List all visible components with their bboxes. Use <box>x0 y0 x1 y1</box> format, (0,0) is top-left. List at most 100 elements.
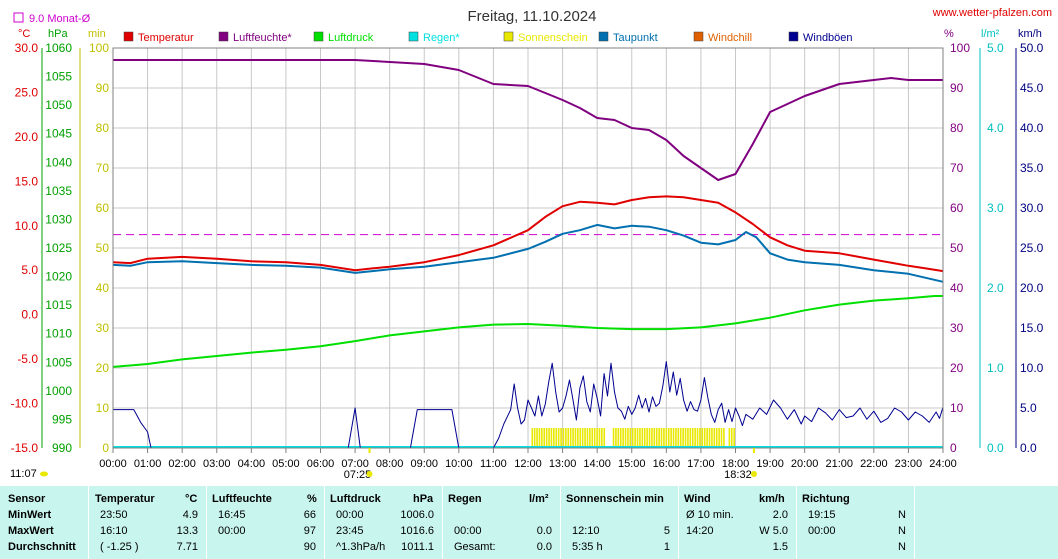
stat-ld_time: 23:45 <box>336 525 364 537</box>
x-tick: 21:00 <box>825 458 853 470</box>
x-tick: 05:00 <box>272 458 300 470</box>
pressure-tick: 995 <box>52 412 72 426</box>
x-tick: 14:00 <box>583 458 611 470</box>
sunshine-bar <box>641 428 644 448</box>
legend: Temperatur Luftfeuchte* Luftdruck Regen* Son… <box>123 31 853 44</box>
pct-tick: 80 <box>950 121 964 135</box>
pct-tick: 40 <box>950 281 964 295</box>
min-tick: 40 <box>96 281 110 295</box>
sunshine-bar <box>550 428 553 448</box>
stat-dir_time: 00:00 <box>808 525 836 537</box>
sunshine-bar <box>670 428 672 448</box>
pressure-tick: 1060 <box>45 41 72 55</box>
pct-tick: 10 <box>950 401 964 415</box>
stat-temp_val: 13.3 <box>176 525 198 537</box>
pct-tick: 90 <box>950 81 964 95</box>
series-temperatur <box>112 195 944 273</box>
time-left: 11:07 <box>10 468 37 480</box>
sunshine-bar <box>675 428 677 448</box>
stat-ld_time: ^1.3hPa/h <box>336 541 386 553</box>
rain-unit: l/m² <box>981 28 1000 40</box>
sunrise-icon <box>366 471 373 477</box>
sunshine-bar <box>639 428 641 448</box>
sunshine-bar <box>655 428 658 448</box>
axes: 30.0 25.0 20.0 15.0 10.0 5.0 0.0 -5.0 -10.0 -15.0… <box>11 41 1044 470</box>
stat-dir_val: N <box>898 541 906 553</box>
stat-label: Durchschnitt <box>8 541 76 553</box>
hdr-regen: Regen <box>448 493 482 505</box>
x-tick: 07:00 <box>341 458 369 470</box>
sunshine-bar <box>615 428 617 448</box>
pressure-tick: 1015 <box>45 298 72 312</box>
sunshine-bar <box>694 428 696 448</box>
sunshine-bar <box>631 428 634 448</box>
min-tick: 30 <box>96 321 110 335</box>
statistics-table: Sensor Temperatur °C Luftfeuchte % Luftd… <box>0 486 1058 559</box>
sunshine-bar <box>543 428 546 448</box>
sunshine-bar <box>598 428 601 448</box>
stat-temp_val: 4.9 <box>182 509 198 521</box>
sunshine-bar <box>567 428 570 448</box>
stat-dir_time: 19:15 <box>808 509 836 521</box>
stat-regen_val: 0.0 <box>536 525 552 537</box>
sunshine-bar <box>679 428 682 448</box>
col-divider <box>206 486 207 559</box>
hdr-wind-unit: km/h <box>759 493 785 505</box>
site-link[interactable]: www.wetter-pfalzen.com <box>932 7 1052 19</box>
x-tick: 20:00 <box>791 458 819 470</box>
wind-tick: 45.0 <box>1020 81 1044 95</box>
x-tick: 23:00 <box>895 458 923 470</box>
x-tick: 19:00 <box>756 458 784 470</box>
temp-tick: -5.0 <box>17 352 38 366</box>
sunset-time: 18:32 <box>724 469 752 481</box>
legend-label: Taupunkt <box>613 32 658 44</box>
sunshine-bar <box>691 428 694 448</box>
stat-regen_val: 0.0 <box>536 541 552 553</box>
wind-tick: 35.0 <box>1020 161 1044 175</box>
wind-tick: 10.0 <box>1020 361 1044 375</box>
hdr-sonnenschein: Sonnenschein min <box>566 493 664 505</box>
pct-tick: 60 <box>950 201 964 215</box>
x-tick: 04:00 <box>238 458 266 470</box>
hdr-wind: Wind <box>684 493 711 505</box>
rain-tick: 0.0 <box>987 441 1004 455</box>
series-luftfeuchte <box>113 59 943 181</box>
stat-ld_val: 1006.0 <box>400 509 434 521</box>
sunshine-bar <box>579 428 582 448</box>
sunshine-bar <box>629 428 632 448</box>
hdr-richtung: Richtung <box>802 493 850 505</box>
x-tick: 22:00 <box>860 458 888 470</box>
temp-tick: 30.0 <box>15 41 39 55</box>
monat-label: 9.0 Monat-Ø <box>29 13 91 25</box>
col-divider <box>914 486 915 559</box>
pressure-tick: 1025 <box>45 241 72 255</box>
rain-tick: 1.0 <box>987 361 1004 375</box>
chart-title: Freitag, 11.10.2024 <box>468 8 597 25</box>
sunshine-bar <box>682 428 684 448</box>
sunshine-bar <box>557 428 560 448</box>
stat-sonne_val: 1 <box>663 541 670 553</box>
sunshine-bar <box>572 428 574 448</box>
monat-checkbox[interactable] <box>13 12 24 23</box>
sunshine-bar <box>562 428 565 448</box>
hdr-luftfeuchte: Luftfeuchte <box>212 493 272 505</box>
pressure-tick: 1020 <box>45 270 72 284</box>
sunshine-bar <box>601 428 603 448</box>
sunshine-bar <box>663 428 665 448</box>
x-tick: 11:00 <box>480 458 507 470</box>
series-lines <box>112 59 944 449</box>
sunshine-bar <box>541 428 543 448</box>
sunshine-bar <box>622 428 624 448</box>
x-tick: 18:00 <box>722 458 750 470</box>
pct-tick: 50 <box>950 241 964 255</box>
sunshine-bar <box>730 428 733 448</box>
pressure-tick: 1050 <box>45 98 72 112</box>
wind-tick: 50.0 <box>1020 41 1044 55</box>
series-windböen <box>113 361 944 449</box>
sunset-icon <box>750 471 757 477</box>
wind-tick: 40.0 <box>1020 121 1044 135</box>
wind-tick: 20.0 <box>1020 281 1044 295</box>
stat-temp_time: 16:10 <box>100 525 128 537</box>
col-divider <box>796 486 797 559</box>
stat-wind_time: 14:20 <box>686 525 714 537</box>
